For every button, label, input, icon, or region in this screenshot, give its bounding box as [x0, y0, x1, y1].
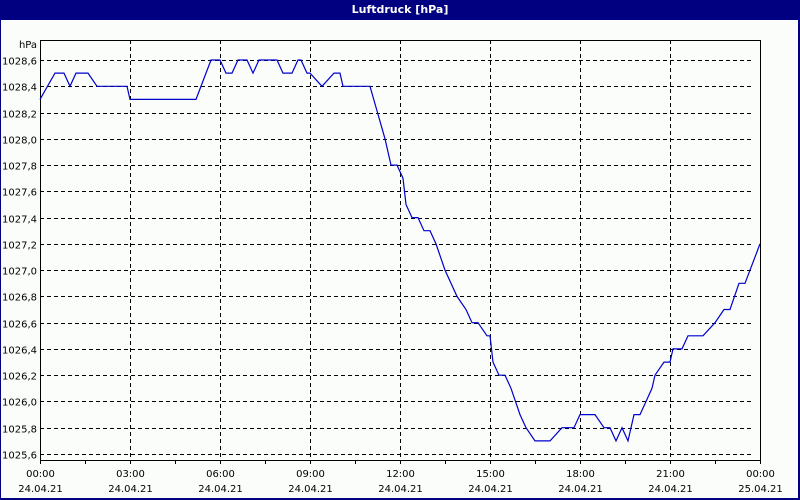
y-tick-label: 1028,0: [2, 136, 37, 147]
pressure-line: [39, 59, 761, 443]
x-tick-date: 24.04.21: [18, 484, 63, 495]
x-tick-date: 25.04.21: [738, 484, 783, 495]
x-tick-date: 24.04.21: [378, 484, 423, 495]
y-tick-label: 1028,2: [2, 110, 37, 121]
x-tick-date: 24.04.21: [198, 484, 243, 495]
y-tick-label: 1027,4: [2, 215, 37, 226]
x-tick-date: 24.04.21: [108, 484, 153, 495]
y-tick-label: 1026,8: [2, 293, 37, 304]
x-tick-time: 06:00: [206, 469, 235, 480]
x-tick-time: 00:00: [26, 469, 55, 480]
y-tick-label: 1027,0: [2, 267, 37, 278]
x-tick-time: 03:00: [116, 469, 145, 480]
y-tick-label: 1026,2: [2, 372, 37, 383]
y-tick-label: 1028,6: [2, 57, 37, 68]
x-tick-date: 24.04.21: [558, 484, 603, 495]
y-tick-label: 1027,2: [2, 241, 37, 252]
y-tick-label: 1025,8: [2, 425, 37, 436]
x-tick-time: 09:00: [296, 469, 325, 480]
chart-title: Luftdruck [hPa]: [0, 0, 800, 20]
x-tick-time: 15:00: [476, 469, 505, 480]
y-tick-label: 1026,0: [2, 398, 37, 409]
y-tick-label: 1028,4: [2, 83, 37, 94]
x-tick-date: 24.04.21: [648, 484, 693, 495]
x-tick-time: 18:00: [566, 469, 595, 480]
x-tick-time: 21:00: [656, 469, 685, 480]
y-tick-label: 1027,6: [2, 188, 37, 199]
y-tick-label: 1025,6: [2, 451, 37, 462]
y-axis-unit: hPa: [19, 40, 37, 51]
y-tick-label: 1027,8: [2, 162, 37, 173]
y-tick-label: 1026,6: [2, 320, 37, 331]
x-tick-date: 24.04.21: [288, 484, 333, 495]
x-tick-time: 12:00: [386, 469, 415, 480]
x-tick-date: 24.04.21: [468, 484, 513, 495]
y-tick-label: 1026,4: [2, 346, 37, 357]
x-tick-time: 00:00: [746, 469, 775, 480]
